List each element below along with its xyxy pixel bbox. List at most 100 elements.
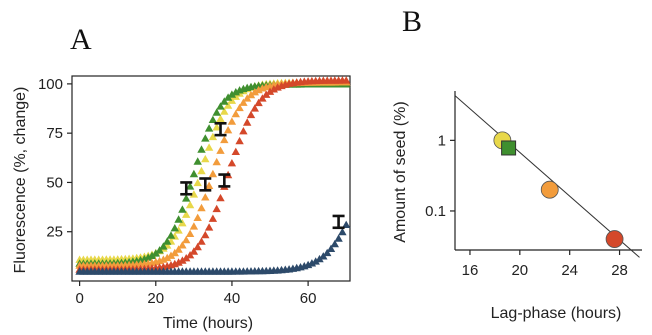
panel-b-y-ticks: 10.1 [425,132,455,220]
panel-b-y-axis-title: Amount of seed (%) [392,101,409,242]
panel-a-x-tick-label: 20 [147,290,164,307]
panel-a-triangle-marker [189,169,199,178]
panel-a-triangle-marker [216,193,225,202]
panel-a-triangle-marker [220,107,229,115]
panel-a-triangle-marker [208,214,218,222]
panel-a-triangle-marker [159,242,168,250]
panel-a-triangle-marker [197,166,206,175]
panel-a-triangle-marker [223,126,233,134]
panel-a-triangle-marker [155,246,164,254]
panel-b: B 10.1 16 20 24 28 Lag-phase (hours) Amount… [392,5,642,322]
panel-a-triangle-marker [315,254,324,263]
panel-a-y-ticks: 25 50 75 100 [38,76,72,241]
panel-a-y-tick-label: 50 [46,174,63,191]
panel-a-triangle-marker [223,101,233,109]
panel-a-triangle-marker [166,231,176,239]
panel-a-triangle-marker [204,143,214,151]
panel-a-triangle-marker [239,127,248,135]
panel-b-x-tick-label: 24 [561,262,578,279]
panel-a-triangle-marker [212,204,221,213]
panel-a-triangle-marker [193,213,202,221]
panel-a-triangle-marker [174,258,183,266]
panel-a-triangle-marker [182,235,191,244]
panel-a-triangle-marker [330,239,339,248]
panel-a-x-axis-title: Time (hours) [163,315,253,332]
panel-a-x-tick-label: 60 [300,290,317,307]
panel-a-triangle-marker [212,157,221,166]
panel-a-triangle-marker [231,109,240,118]
panel-a-triangle-marker [212,123,221,131]
panel-a-triangle-marker [178,241,187,249]
panel-b-x-axis-title: Lag-phase (hours) [491,305,622,322]
panel-a-x-tick-label: 40 [224,290,241,307]
panel-a-triangle-marker [323,248,332,257]
panel-a-plot-frame [71,75,351,282]
panel-b-circle-point [540,180,559,199]
panel-b-x-ticks: 16 20 24 28 [462,250,628,279]
panel-a-x-tick-label: 0 [75,290,83,307]
panel-a-triangle-marker [174,215,183,223]
panel-b-x-tick-label: 20 [511,262,528,279]
panel-a-triangle-marker [170,224,179,232]
panel-a-triangle-marker [189,190,199,198]
panel-a-triangle-marker [178,205,187,213]
panel-a-triangle-marker [246,110,256,119]
panel-a-series-2 [75,78,351,269]
panel-a-triangle-marker [220,135,229,144]
panel-a-y-tick-label: 25 [46,224,63,241]
panel-a-triangle-marker [235,103,244,112]
panel-b-x-tick-label: 16 [462,262,479,279]
panel-a-error-bar [218,173,231,188]
panel-a-triangle-marker [163,253,172,262]
panel-a-triangle-marker [204,181,214,189]
panel-a-triangle-marker [208,132,218,141]
panel-a-triangle-marker [201,193,210,201]
panel-a-triangle-marker [231,147,240,155]
panel-a-error-bar [332,214,345,230]
panel-a-triangle-marker [235,136,244,145]
panel-a-x-ticks: 0 20 40 60 [75,281,316,307]
panel-a-y-axis-title: Fluorescence (%, change) [12,87,29,274]
panel-a-triangle-marker [166,251,176,259]
panel-a-triangle-marker [163,237,172,245]
panel-a-triangle-marker [338,227,347,236]
panel-a-triangle-marker [342,220,351,228]
panel-a-error-bar [199,177,212,192]
panel-a-triangle-marker [334,234,343,242]
panel-a-triangle-marker [250,88,259,96]
panel-a-triangle-marker [182,254,191,262]
panel-a-triangle-marker [216,102,225,110]
panel-b-fit-line [454,95,640,258]
panel-b-x-tick-label: 28 [611,262,628,279]
panel-a-triangle-marker [239,98,248,106]
panel-b-circle-point [605,230,624,248]
panel-a-triangle-marker [174,226,183,234]
panel-a-triangle-marker [227,90,237,98]
panel-a-triangle-marker [208,169,218,178]
panel-a-triangle-marker [216,114,225,122]
panel-b-y-tick-label: 1 [438,132,446,149]
panel-a-triangle-marker [231,88,240,96]
panel-a-triangle-marker [326,244,336,252]
panel-a-triangle-marker [212,108,221,116]
panel-a-triangle-marker [185,182,195,190]
panel-a-triangle-marker [193,157,202,165]
panel-a-triangle-marker [269,85,278,93]
panel-a-triangle-marker [182,194,191,202]
panel-a-triangle-marker [197,203,206,212]
panel-b-letter: B [402,5,422,38]
panel-a-triangle-marker [227,117,237,125]
panel-a-triangle-marker [265,87,275,95]
panel-a-triangle-marker [246,90,256,99]
panel-a-triangle-marker [197,145,206,153]
panel-a-triangle-marker [342,76,351,84]
panel-a-triangle-marker [254,98,263,107]
panel-a: A 25 50 75 100 0 20 40 60 Time (hours) Fluores… [12,23,351,332]
panel-a-triangle-marker [178,256,187,264]
panel-a-triangle-marker [311,257,320,265]
panel-a-y-tick-label: 75 [46,125,63,142]
panel-a-series-group [75,76,351,275]
panel-a-letter: A [70,23,92,56]
panel-a-triangle-marker [193,178,202,187]
